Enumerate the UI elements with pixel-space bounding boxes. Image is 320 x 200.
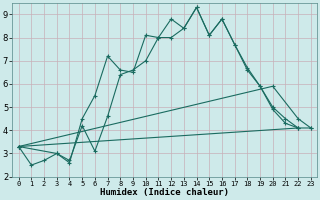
X-axis label: Humidex (Indice chaleur): Humidex (Indice chaleur) [100,188,229,197]
